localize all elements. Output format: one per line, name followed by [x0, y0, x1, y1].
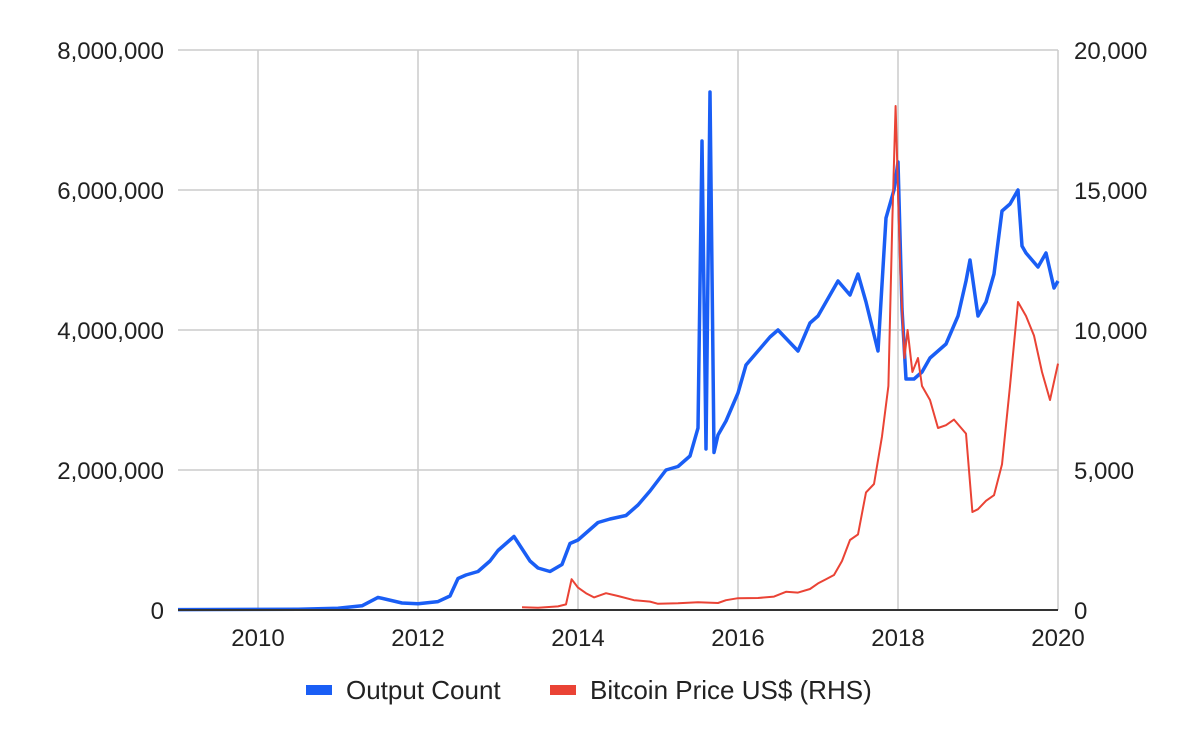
gridlines — [178, 49, 1059, 610]
x-tick-label: 2016 — [711, 625, 764, 652]
x-tick-label: 2012 — [391, 625, 444, 652]
y-right-tick-label: 20,000 — [1074, 38, 1147, 65]
x-tick-label: 2018 — [871, 625, 924, 652]
x-tick-labels: 2010 2012 2014 2016 2018 2020 — [231, 625, 1084, 652]
y-right-tick-label: 5,000 — [1074, 458, 1134, 485]
series-line-bitcoin-price — [521, 105, 1059, 609]
y-right-tick-label: 15,000 — [1074, 178, 1147, 205]
legend-swatch-0 — [306, 685, 332, 695]
x-tick-label: 2010 — [231, 625, 284, 652]
x-tick-label: 2020 — [1031, 625, 1084, 652]
legend-label-0: Output Count — [346, 675, 501, 705]
x-tick-label: 2014 — [551, 625, 604, 652]
series-line-output-count — [177, 90, 1060, 612]
y-left-tick-label: 0 — [151, 598, 164, 625]
y-left-tick-label: 6,000,000 — [57, 178, 164, 205]
y-right-tick-label: 0 — [1074, 598, 1087, 625]
y-left-tick-label: 8,000,000 — [57, 38, 164, 65]
series-layer — [177, 90, 1060, 612]
legend-label-1: Bitcoin Price US$ (RHS) — [590, 675, 872, 705]
legend: Output Count Bitcoin Price US$ (RHS) — [306, 675, 872, 705]
y-right-tick-labels: 0 5,000 10,000 15,000 20,000 — [1074, 38, 1147, 625]
y-left-tick-labels: 0 2,000,000 4,000,000 6,000,000 8,000,000 — [57, 38, 164, 625]
y-left-tick-label: 2,000,000 — [57, 458, 164, 485]
y-left-tick-label: 4,000,000 — [57, 318, 164, 345]
legend-swatch-1 — [550, 685, 576, 695]
y-right-tick-label: 10,000 — [1074, 318, 1147, 345]
